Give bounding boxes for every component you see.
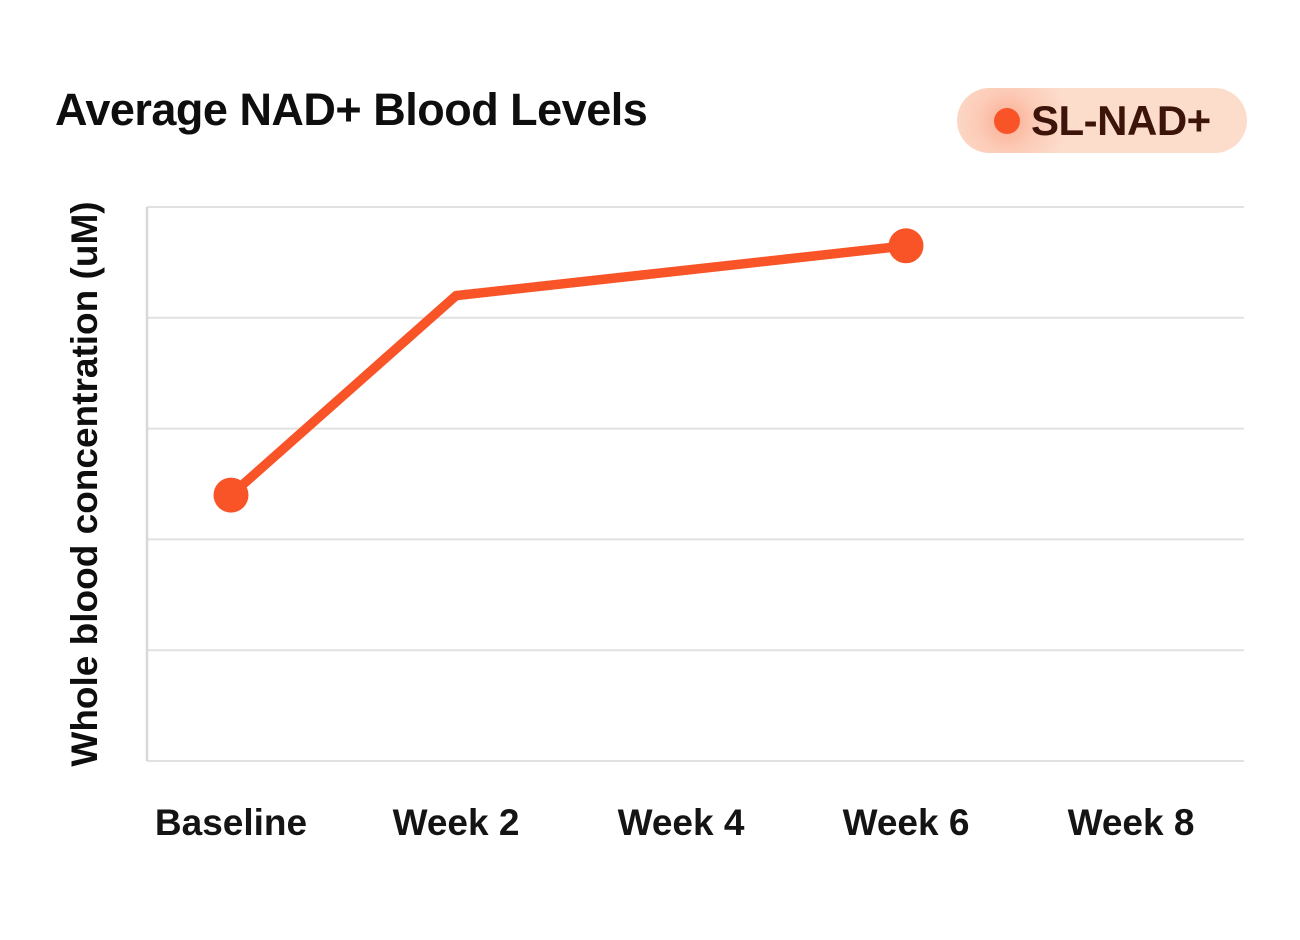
- x-axis-label: Week 2: [393, 802, 520, 843]
- x-axis-label: Week 6: [843, 802, 970, 843]
- series-line: [226, 241, 911, 500]
- x-axis-label: Week 4: [618, 802, 745, 843]
- x-axis-label: Baseline: [155, 802, 307, 843]
- data-point-marker: [213, 477, 249, 513]
- chart-title: Average NAD+ Blood Levels: [55, 84, 648, 135]
- data-point-marker: [888, 228, 924, 264]
- x-axis-label: Week 8: [1068, 802, 1195, 843]
- legend-label: SL-NAD+: [1031, 96, 1211, 144]
- legend-dot-icon: [994, 107, 1020, 134]
- legend: SL-NAD+: [957, 88, 1247, 153]
